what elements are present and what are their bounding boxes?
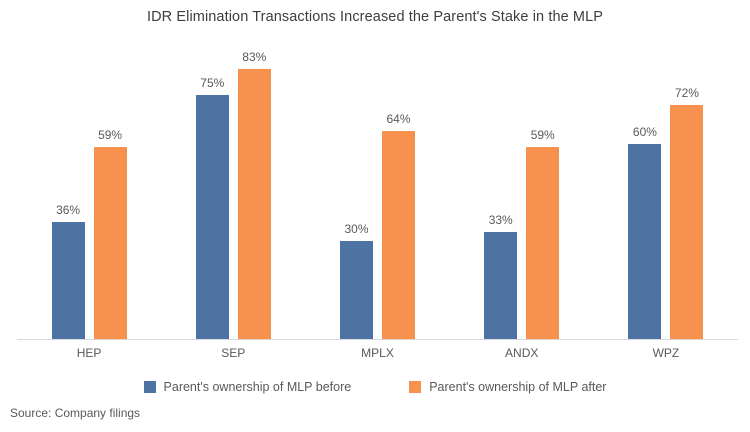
x-axis-labels: HEP SEP MPLX ANDX WPZ xyxy=(17,346,738,360)
bar-before-mplx xyxy=(340,241,373,339)
value-label-after-andx: 59% xyxy=(530,128,555,142)
bar-wrap-after-mplx: 64% xyxy=(382,112,415,339)
value-label-after-wpz: 72% xyxy=(674,86,699,100)
bar-wrap-before-andx: 33% xyxy=(484,213,518,339)
bar-after-wpz xyxy=(670,105,704,339)
bar-chart: 36% 59% 75% 83% 30% 64% 33% 59% 60% 72% xyxy=(17,14,738,340)
x-axis-label-wpz: WPZ xyxy=(652,346,680,360)
bar-after-sep xyxy=(237,69,271,339)
legend-swatch-after-icon xyxy=(409,381,422,393)
legend-item-after: Parent's ownership of MLP after xyxy=(409,380,606,394)
bar-group-sep: 75% 83% xyxy=(161,14,305,339)
bar-group-wpz: 60% 72% xyxy=(594,14,738,339)
value-label-after-mplx: 64% xyxy=(386,112,411,126)
value-label-before-hep: 36% xyxy=(56,203,81,217)
chart-title: IDR Elimination Transactions Increased t… xyxy=(146,9,604,25)
bar-after-hep xyxy=(93,147,127,339)
bar-wrap-before-hep: 36% xyxy=(51,203,85,339)
bar-before-andx xyxy=(484,232,518,339)
value-label-before-sep: 75% xyxy=(200,76,225,90)
bar-wrap-after-hep: 59% xyxy=(93,128,127,339)
bar-wrap-before-wpz: 60% xyxy=(628,125,662,339)
legend-swatch-before-icon xyxy=(143,381,156,393)
value-label-after-sep: 83% xyxy=(242,50,267,64)
bar-wrap-before-mplx: 30% xyxy=(340,222,373,339)
bar-after-andx xyxy=(526,147,560,339)
bar-before-hep xyxy=(51,222,85,339)
bar-before-wpz xyxy=(628,144,662,339)
value-label-before-mplx: 30% xyxy=(344,222,369,236)
bar-after-mplx xyxy=(382,131,415,339)
legend-label-before: Parent's ownership of MLP before xyxy=(163,380,352,394)
bar-group-mplx: 30% 64% xyxy=(305,14,449,339)
source-note: Source: Company filings xyxy=(10,406,141,420)
bar-wrap-after-wpz: 72% xyxy=(670,86,704,339)
bar-group-hep: 36% 59% xyxy=(17,14,161,339)
bar-before-sep xyxy=(195,95,229,339)
bar-group-andx: 33% 59% xyxy=(450,14,594,339)
x-axis-label-andx: ANDX xyxy=(505,346,539,360)
bar-wrap-after-sep: 83% xyxy=(237,50,271,339)
x-axis-label-hep: HEP xyxy=(76,346,102,360)
bar-wrap-after-andx: 59% xyxy=(526,128,560,339)
legend: Parent's ownership of MLP before Parent'… xyxy=(0,380,750,394)
legend-item-before: Parent's ownership of MLP before xyxy=(143,380,352,394)
value-label-before-wpz: 60% xyxy=(632,125,657,139)
value-label-before-andx: 33% xyxy=(488,213,513,227)
x-axis-label-mplx: MPLX xyxy=(361,346,394,360)
bar-wrap-before-sep: 75% xyxy=(195,76,229,339)
value-label-after-hep: 59% xyxy=(98,128,123,142)
legend-label-after: Parent's ownership of MLP after xyxy=(429,380,607,394)
x-axis-label-sep: SEP xyxy=(221,346,246,360)
